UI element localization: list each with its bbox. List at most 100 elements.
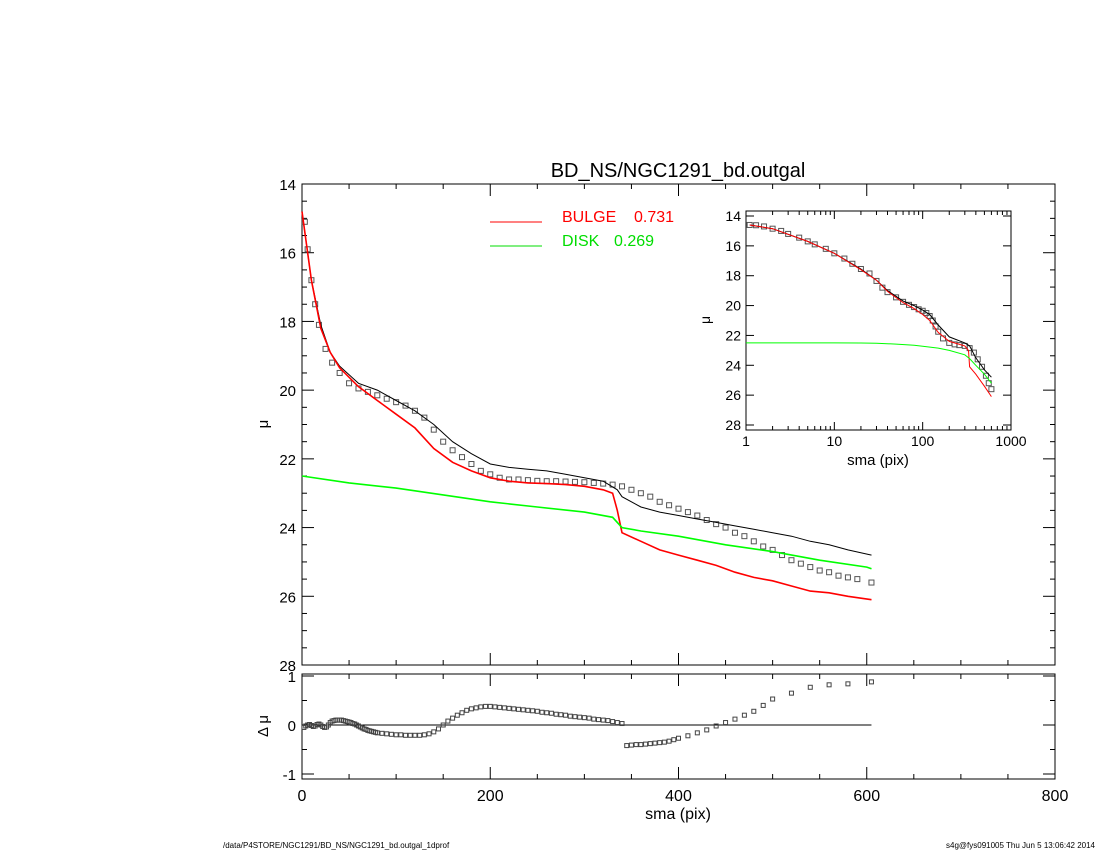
residual-point xyxy=(431,729,437,735)
residual-point xyxy=(770,696,776,702)
main-data-point xyxy=(656,498,663,505)
inset-data-point xyxy=(988,386,995,393)
main-data-point xyxy=(374,392,381,399)
residual-plot-frame xyxy=(301,673,1056,780)
main-bulge-line xyxy=(301,211,872,601)
main-data-point xyxy=(553,478,560,485)
residual-point xyxy=(600,717,606,723)
residual-point xyxy=(426,731,432,737)
main-data-point xyxy=(329,359,336,366)
residual-point xyxy=(614,720,620,726)
residual-point xyxy=(393,732,399,738)
x-tick-label: 0 xyxy=(298,788,307,805)
residual-point xyxy=(567,713,573,719)
residual-point xyxy=(807,684,813,690)
legend-disk-value: 0.269 xyxy=(614,233,654,250)
residual-point xyxy=(558,712,564,718)
residual-point xyxy=(412,732,418,738)
residual-point xyxy=(525,707,531,713)
residual-point xyxy=(694,730,700,736)
main-data-point xyxy=(835,572,842,579)
residual-point xyxy=(624,743,630,749)
inset-y-tick-label: 18 xyxy=(725,268,741,284)
x-tick-label: 200 xyxy=(477,788,504,805)
residual-point xyxy=(534,708,540,714)
residual-point xyxy=(591,716,597,722)
residual-point xyxy=(647,741,653,747)
main-data-point xyxy=(684,509,691,516)
residual-point xyxy=(384,731,390,737)
main-model-total-line xyxy=(301,211,872,556)
main-data-point xyxy=(868,579,875,586)
residual-point xyxy=(577,714,583,720)
x-axis-label: sma (pix) xyxy=(645,806,711,823)
inset-data-point xyxy=(982,372,989,379)
main-data-point xyxy=(336,369,343,376)
main-data-point xyxy=(844,574,851,581)
footer-timestamp: s4g@fys091005 Thu Jun 5 13:06:42 2014 xyxy=(946,841,1096,850)
main-data-point xyxy=(301,218,308,225)
residual-point xyxy=(741,712,747,718)
main-y-tick-label: 28 xyxy=(279,658,296,675)
residual-point xyxy=(685,733,691,739)
residual-point xyxy=(388,731,394,737)
main-data-point xyxy=(637,490,644,497)
residual-point xyxy=(506,705,512,711)
main-data-point xyxy=(449,447,456,454)
residual-point xyxy=(487,703,493,709)
main-data-point xyxy=(468,461,475,468)
inset-y-tick-label: 26 xyxy=(725,387,741,403)
inset-data-point xyxy=(979,363,986,370)
main-data-point xyxy=(487,471,494,478)
main-data-point xyxy=(628,486,635,493)
residual-point xyxy=(374,730,380,736)
residual-point xyxy=(492,704,498,710)
residual-point xyxy=(403,732,409,738)
inset-y-axis-label: μ xyxy=(697,316,713,324)
residual-point xyxy=(563,712,569,718)
residual-point xyxy=(421,732,427,738)
residual-point xyxy=(473,705,479,711)
main-data-point xyxy=(581,479,588,486)
residual-point xyxy=(788,690,794,696)
main-data-point xyxy=(731,529,738,536)
main-y-tick-label: 14 xyxy=(279,177,296,194)
residual-point xyxy=(572,714,578,720)
main-y-tick-label: 20 xyxy=(279,383,296,400)
residual-point xyxy=(581,715,587,721)
inset-plot-frame xyxy=(745,210,1012,431)
main-y-tick-label: 16 xyxy=(279,246,296,263)
main-y-tick-label: 26 xyxy=(279,589,296,606)
inset-y-tick-label: 16 xyxy=(725,238,741,254)
main-data-point xyxy=(411,407,418,414)
main-data-point xyxy=(322,345,329,352)
residual-point xyxy=(553,711,559,717)
inset-data-point xyxy=(893,294,900,301)
main-data-point xyxy=(421,414,428,421)
main-data-point xyxy=(741,533,748,540)
inset-data-point xyxy=(849,260,856,267)
residual-point xyxy=(435,726,441,732)
main-data-point xyxy=(797,560,804,567)
residual-point xyxy=(544,710,550,716)
main-data-point xyxy=(477,467,484,474)
residual-point xyxy=(501,705,507,711)
legend: BULGE 0.731 DISK 0.269 xyxy=(490,209,674,250)
main-data-point xyxy=(383,395,390,402)
residual-point xyxy=(445,718,451,724)
residual-point xyxy=(379,730,385,736)
main-data-point xyxy=(694,512,701,519)
residual-point xyxy=(643,741,649,747)
inset-data-point xyxy=(857,265,864,272)
main-data-point xyxy=(524,477,531,484)
main-data-point xyxy=(722,524,729,531)
residual-point xyxy=(464,707,470,713)
residual-point xyxy=(586,715,592,721)
main-y-tick-label: 18 xyxy=(279,314,296,331)
residual-plot-series xyxy=(301,679,874,749)
main-data-point xyxy=(826,569,833,576)
chart-title: BD_NS/NGC1291_bd.outgal xyxy=(551,160,806,182)
residual-point xyxy=(515,706,521,712)
inset-x-tick-label: 100 xyxy=(911,433,935,449)
residual-y-tick-label: 0 xyxy=(288,718,296,735)
